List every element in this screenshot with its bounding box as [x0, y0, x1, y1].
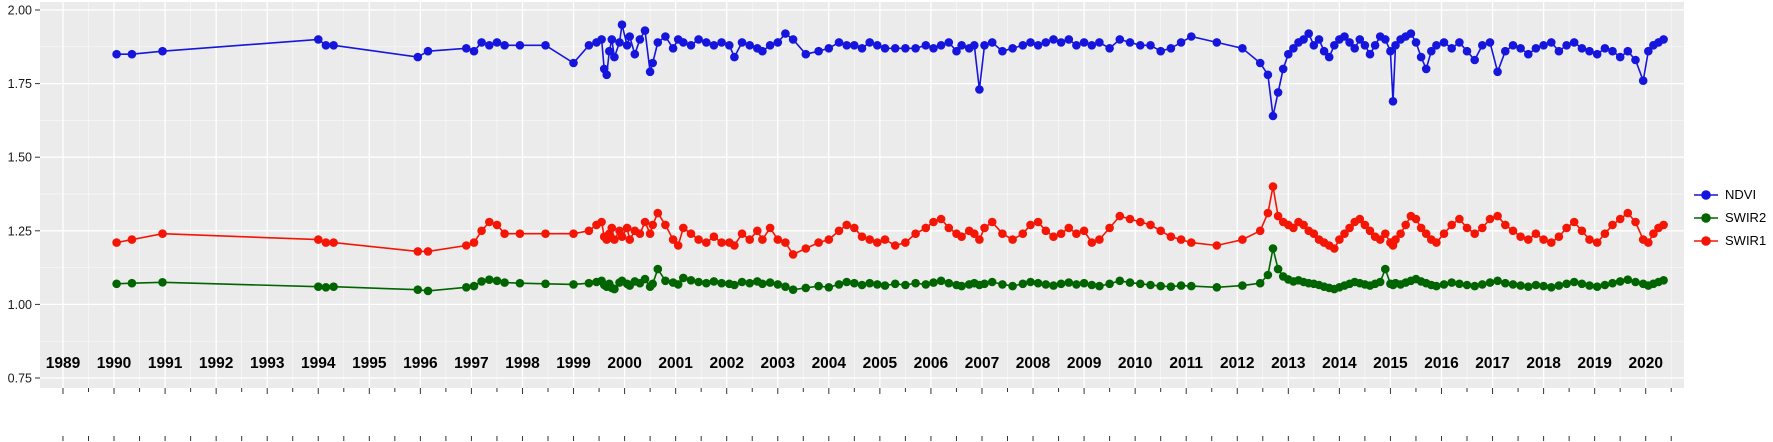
svg-text:2018: 2018 — [1526, 355, 1561, 372]
y-axis-labels: 2.00 1.75 1.50 1.25 1.00 0.75 — [8, 4, 32, 386]
svg-text:2016: 2016 — [1424, 355, 1459, 372]
svg-text:1990: 1990 — [97, 355, 131, 372]
svg-text:2005: 2005 — [863, 355, 898, 372]
legend-item-ndvi: NDVI — [1692, 188, 1766, 202]
series-ndvi — [112, 20, 1668, 121]
svg-text:2020: 2020 — [1628, 355, 1662, 372]
legend-label-ndvi: NDVI — [1725, 187, 1757, 202]
swir2-legend-marker-icon — [1692, 211, 1720, 225]
svg-text:2003: 2003 — [761, 355, 796, 372]
legend-item-swir2: SWIR2 — [1692, 211, 1766, 225]
legend-label-swir2: SWIR2 — [1725, 210, 1767, 225]
svg-text:1996: 1996 — [403, 355, 438, 372]
svg-text:2002: 2002 — [709, 355, 743, 372]
svg-text:0.75: 0.75 — [8, 372, 32, 386]
svg-text:2010: 2010 — [1118, 355, 1152, 372]
svg-text:1.75: 1.75 — [8, 77, 32, 91]
svg-text:2000: 2000 — [607, 355, 641, 372]
legend: NDVI SWIR2 SWIR1 — [1692, 188, 1766, 248]
axis-ticks — [35, 9, 1672, 441]
svg-text:2019: 2019 — [1577, 355, 1612, 372]
legend-label-swir1: SWIR1 — [1725, 233, 1767, 248]
svg-text:2.00: 2.00 — [8, 4, 32, 18]
series-swir2 — [112, 244, 1668, 296]
plot-panel — [40, 2, 1684, 388]
svg-text:1989: 1989 — [46, 355, 81, 372]
svg-text:2012: 2012 — [1220, 355, 1254, 372]
svg-text:2013: 2013 — [1271, 355, 1306, 372]
svg-text:2014: 2014 — [1322, 355, 1357, 372]
svg-text:2009: 2009 — [1067, 355, 1102, 372]
svg-text:2017: 2017 — [1475, 355, 1509, 372]
svg-text:1992: 1992 — [199, 355, 233, 372]
swir1-legend-marker-icon — [1692, 234, 1720, 248]
legend-item-swir1: SWIR1 — [1692, 234, 1766, 248]
svg-text:2004: 2004 — [812, 355, 847, 372]
ndvi-legend-marker-icon — [1692, 188, 1720, 202]
svg-text:1999: 1999 — [556, 355, 591, 372]
svg-text:1997: 1997 — [454, 355, 488, 372]
svg-text:2008: 2008 — [1016, 355, 1051, 372]
svg-text:2006: 2006 — [914, 355, 949, 372]
x-axis-labels: 1989 1990 1991 1992 1993 1994 1995 1996 1997 1998… — [46, 355, 1663, 372]
svg-text:2011: 2011 — [1169, 355, 1203, 372]
svg-text:2007: 2007 — [965, 355, 999, 372]
svg-text:1991: 1991 — [148, 355, 183, 372]
svg-text:1993: 1993 — [250, 355, 285, 372]
svg-text:1.25: 1.25 — [8, 224, 32, 238]
series-swir1 — [112, 182, 1668, 259]
svg-text:1.00: 1.00 — [8, 298, 32, 312]
svg-text:2015: 2015 — [1373, 355, 1408, 372]
svg-text:2001: 2001 — [658, 355, 693, 372]
svg-text:1.50: 1.50 — [8, 151, 32, 165]
svg-text:1998: 1998 — [505, 355, 540, 372]
svg-text:1994: 1994 — [301, 355, 336, 372]
svg-text:1995: 1995 — [352, 355, 387, 372]
